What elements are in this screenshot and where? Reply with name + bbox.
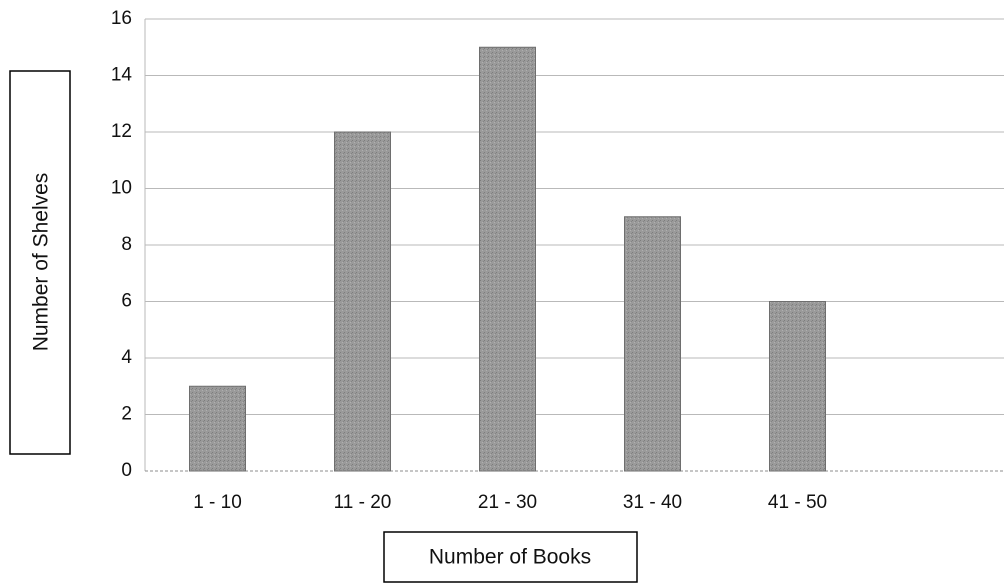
y-tick-label: 14 xyxy=(111,65,133,86)
x-tick-label: 31 - 40 xyxy=(623,492,682,513)
bars xyxy=(189,46,826,472)
x-axis-ticks: 1 - 10 11 - 20 21 - 30 31 - 40 41 - 50 xyxy=(193,492,827,513)
bar-1 xyxy=(189,385,246,472)
y-axis-title: Number of Shelves xyxy=(30,173,53,352)
y-tick-label: 0 xyxy=(121,460,132,481)
bar-4 xyxy=(624,216,681,472)
x-axis-title: Number of Books xyxy=(429,546,591,569)
y-tick-label: 8 xyxy=(121,234,132,255)
y-tick-label: 10 xyxy=(111,178,132,199)
y-tick-label: 2 xyxy=(121,404,132,425)
bar-3 xyxy=(479,46,536,472)
x-tick-label: 21 - 30 xyxy=(478,492,537,513)
y-tick-label: 6 xyxy=(121,291,132,312)
y-tick-label: 4 xyxy=(121,347,132,368)
bar-2 xyxy=(334,131,391,472)
x-axis-title-box: Number of Books xyxy=(383,531,638,583)
x-tick-label: 41 - 50 xyxy=(768,492,827,513)
x-tick-label: 1 - 10 xyxy=(193,492,242,513)
x-tick-label: 11 - 20 xyxy=(334,492,392,513)
gridlines xyxy=(144,18,1004,472)
y-tick-label: 16 xyxy=(111,8,132,29)
y-tick-label: 12 xyxy=(111,121,132,142)
y-axis-ticks: 0 2 4 6 8 10 12 14 16 xyxy=(111,8,133,481)
y-axis-title-box: Number of Shelves xyxy=(9,70,71,455)
bar-5 xyxy=(769,301,826,472)
